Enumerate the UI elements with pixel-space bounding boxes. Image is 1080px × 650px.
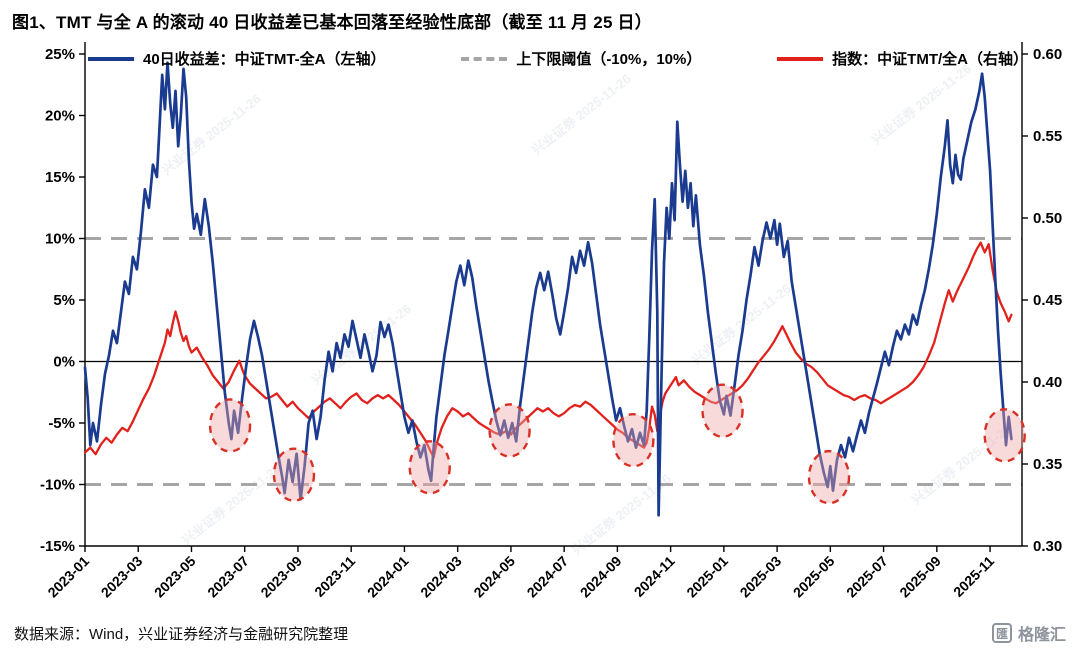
svg-text:2024-03: 2024-03 <box>417 553 465 601</box>
svg-text:-10%: -10% <box>40 477 75 494</box>
svg-text:2023-03: 2023-03 <box>98 553 146 601</box>
svg-text:0.30: 0.30 <box>1033 538 1062 555</box>
chart-area: 兴业证券 2025-11-26 兴业证券 2025-11-26 兴业证券 2025-… <box>0 34 1080 616</box>
footer: 数据来源：Wind，兴业证券经济与金融研究院整理 匯 格隆汇 <box>0 616 1080 650</box>
svg-text:2024-11: 2024-11 <box>631 553 678 600</box>
svg-text:10%: 10% <box>45 231 75 248</box>
svg-text:2023-11: 2023-11 <box>311 553 358 600</box>
gelonghui-logo: 匯 格隆汇 <box>991 621 1066 645</box>
svg-text:0.35: 0.35 <box>1033 456 1062 473</box>
svg-text:2024-09: 2024-09 <box>577 553 625 601</box>
red-line-sample <box>777 56 824 61</box>
svg-text:0%: 0% <box>53 354 75 371</box>
svg-text:2024-01: 2024-01 <box>364 553 412 601</box>
svg-text:2023-01: 2023-01 <box>44 553 92 601</box>
gelonghui-icon: 匯 <box>991 623 1012 643</box>
svg-text:2025-05: 2025-05 <box>790 553 838 601</box>
gelonghui-text: 格隆汇 <box>1017 627 1066 644</box>
chart-canvas: 25% 20% 15% 10% 5% 0% -5% -10% -15% 0.60 0.55 0.50 0… <box>40 42 1062 601</box>
legend-label-return-diff: 40日收益差：中证TMT-全A（左轴） <box>143 51 386 68</box>
legend-label-threshold: 上下限阈值（-10%，10%） <box>516 51 702 68</box>
legend-item-index-ratio: 指数：中证TMT/全A（右轴） <box>777 48 1028 69</box>
legend-item-return-diff: 40日收益差：中证TMT-全A（左轴） <box>88 48 386 69</box>
chart-legend: 40日收益差：中证TMT-全A（左轴） 上下限阈值（-10%，10%） 指数：中… <box>88 48 1028 69</box>
svg-text:2024-07: 2024-07 <box>524 553 572 601</box>
svg-text:2025-07: 2025-07 <box>843 553 891 601</box>
svg-text:2023-05: 2023-05 <box>151 553 199 601</box>
svg-text:5%: 5% <box>53 292 75 309</box>
svg-text:0.50: 0.50 <box>1033 210 1062 227</box>
svg-text:2025-11: 2025-11 <box>950 553 997 600</box>
svg-text:-5%: -5% <box>48 415 75 432</box>
data-source: 数据来源：Wind，兴业证券经济与金融研究院整理 <box>14 625 349 643</box>
svg-text:20%: 20% <box>45 108 75 125</box>
legend-label-index-ratio: 指数：中证TMT/全A（右轴） <box>832 51 1028 68</box>
svg-text:0.40: 0.40 <box>1033 374 1062 391</box>
svg-text:2024-05: 2024-05 <box>470 553 518 601</box>
svg-text:2025-09: 2025-09 <box>896 553 944 601</box>
blue-line-sample <box>88 56 134 61</box>
svg-text:-15%: -15% <box>40 538 75 555</box>
svg-text:0.55: 0.55 <box>1033 128 1062 145</box>
svg-text:2025-01: 2025-01 <box>683 553 731 601</box>
svg-text:2023-09: 2023-09 <box>257 553 305 601</box>
svg-text:15%: 15% <box>45 169 75 186</box>
gray-dashed-line-sample <box>461 56 508 61</box>
svg-text:0.60: 0.60 <box>1033 46 1062 63</box>
figure-title: 图1、TMT 与全 A 的滚动 40 日收益差已基本回落至经验性底部（截至 11… <box>12 13 652 32</box>
svg-text:2025-03: 2025-03 <box>737 553 785 601</box>
svg-text:0.45: 0.45 <box>1033 292 1062 309</box>
legend-item-threshold: 上下限阈值（-10%，10%） <box>461 48 701 69</box>
svg-text:25%: 25% <box>45 46 75 63</box>
svg-text:2023-07: 2023-07 <box>204 553 252 601</box>
